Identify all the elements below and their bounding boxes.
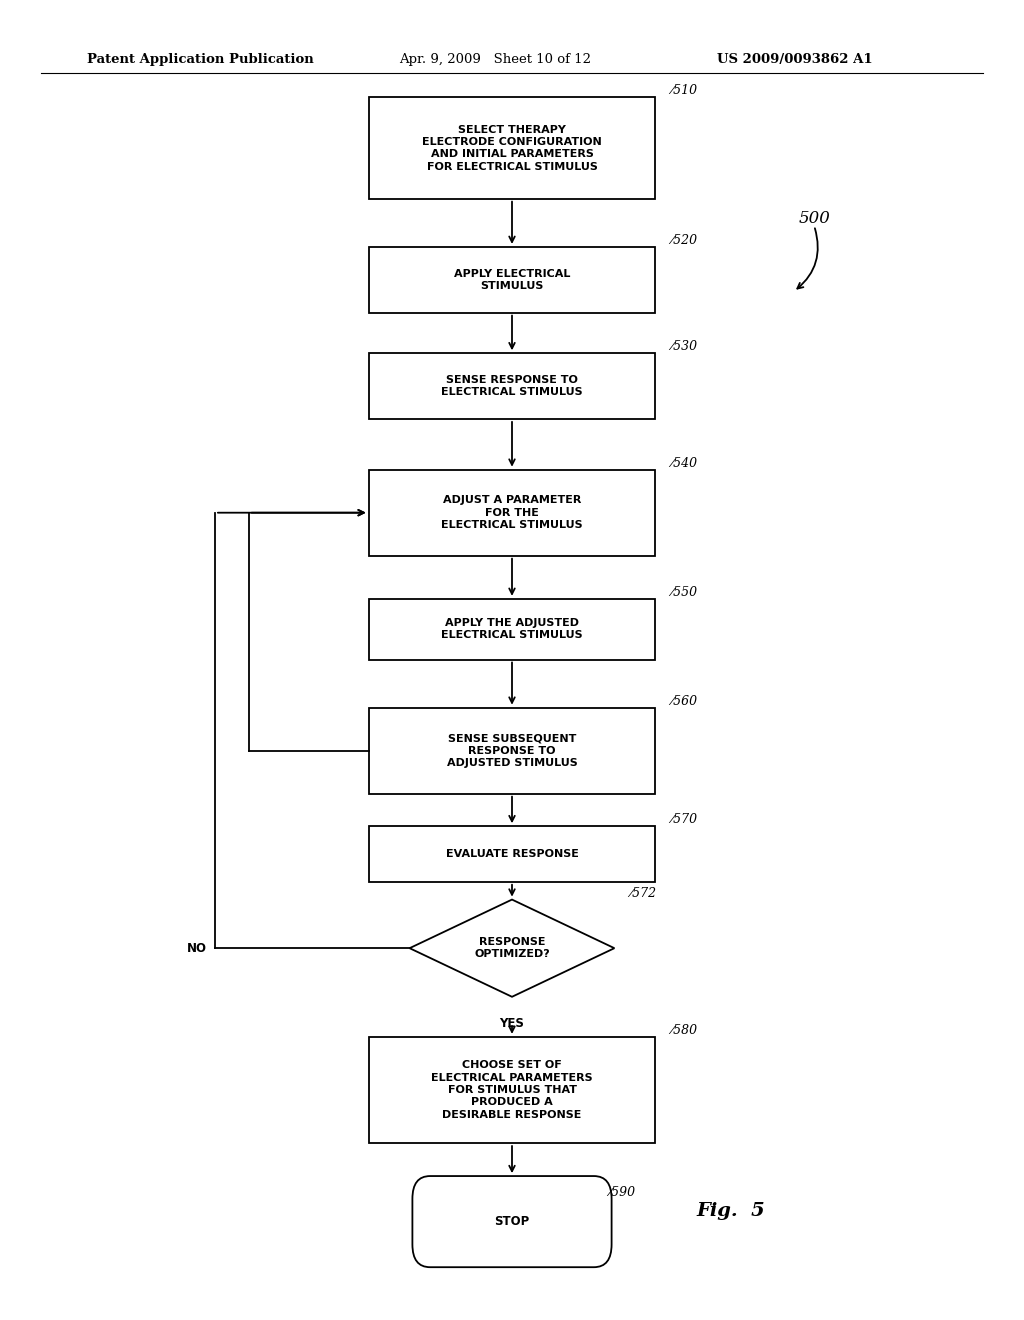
Text: ⁄570: ⁄570 [671, 813, 697, 826]
FancyBboxPatch shape [369, 470, 655, 556]
Text: ⁄510: ⁄510 [671, 84, 697, 98]
FancyBboxPatch shape [369, 826, 655, 882]
Text: APPLY ELECTRICAL
STIMULUS: APPLY ELECTRICAL STIMULUS [454, 268, 570, 290]
Text: APPLY THE ADJUSTED
ELECTRICAL STIMULUS: APPLY THE ADJUSTED ELECTRICAL STIMULUS [441, 618, 583, 640]
FancyBboxPatch shape [369, 599, 655, 660]
FancyBboxPatch shape [369, 354, 655, 418]
Text: ⁄520: ⁄520 [671, 234, 697, 247]
Text: ⁄580: ⁄580 [671, 1024, 697, 1036]
Text: ADJUST A PARAMETER
FOR THE
ELECTRICAL STIMULUS: ADJUST A PARAMETER FOR THE ELECTRICAL ST… [441, 495, 583, 531]
Text: NO: NO [186, 941, 207, 954]
FancyBboxPatch shape [369, 247, 655, 313]
Text: ⁄572: ⁄572 [630, 887, 656, 899]
Text: ⁄540: ⁄540 [671, 457, 697, 470]
Text: ⁄590: ⁄590 [609, 1185, 636, 1199]
Text: SENSE SUBSEQUENT
RESPONSE TO
ADJUSTED STIMULUS: SENSE SUBSEQUENT RESPONSE TO ADJUSTED ST… [446, 734, 578, 768]
FancyBboxPatch shape [369, 98, 655, 199]
Text: RESPONSE
OPTIMIZED?: RESPONSE OPTIMIZED? [474, 937, 550, 960]
Text: ⁄560: ⁄560 [671, 694, 697, 708]
Text: CHOOSE SET OF
ELECTRICAL PARAMETERS
FOR STIMULUS THAT
PRODUCED A
DESIRABLE RESPO: CHOOSE SET OF ELECTRICAL PARAMETERS FOR … [431, 1060, 593, 1119]
Text: US 2009/0093862 A1: US 2009/0093862 A1 [717, 53, 872, 66]
Polygon shape [410, 899, 614, 997]
Text: Patent Application Publication: Patent Application Publication [87, 53, 313, 66]
Text: 500: 500 [799, 210, 830, 227]
Text: EVALUATE RESPONSE: EVALUATE RESPONSE [445, 849, 579, 859]
FancyBboxPatch shape [369, 1036, 655, 1143]
Text: ⁄530: ⁄530 [671, 341, 697, 354]
Text: SELECT THERAPY
ELECTRODE CONFIGURATION
AND INITIAL PARAMETERS
FOR ELECTRICAL STI: SELECT THERAPY ELECTRODE CONFIGURATION A… [422, 124, 602, 172]
Text: YES: YES [500, 1016, 524, 1030]
Text: ⁄550: ⁄550 [671, 586, 697, 599]
Text: SENSE RESPONSE TO
ELECTRICAL STIMULUS: SENSE RESPONSE TO ELECTRICAL STIMULUS [441, 375, 583, 397]
FancyBboxPatch shape [413, 1176, 611, 1267]
FancyBboxPatch shape [369, 708, 655, 793]
Text: Fig.  5: Fig. 5 [696, 1203, 765, 1221]
Text: STOP: STOP [495, 1216, 529, 1228]
Text: Apr. 9, 2009   Sheet 10 of 12: Apr. 9, 2009 Sheet 10 of 12 [399, 53, 592, 66]
